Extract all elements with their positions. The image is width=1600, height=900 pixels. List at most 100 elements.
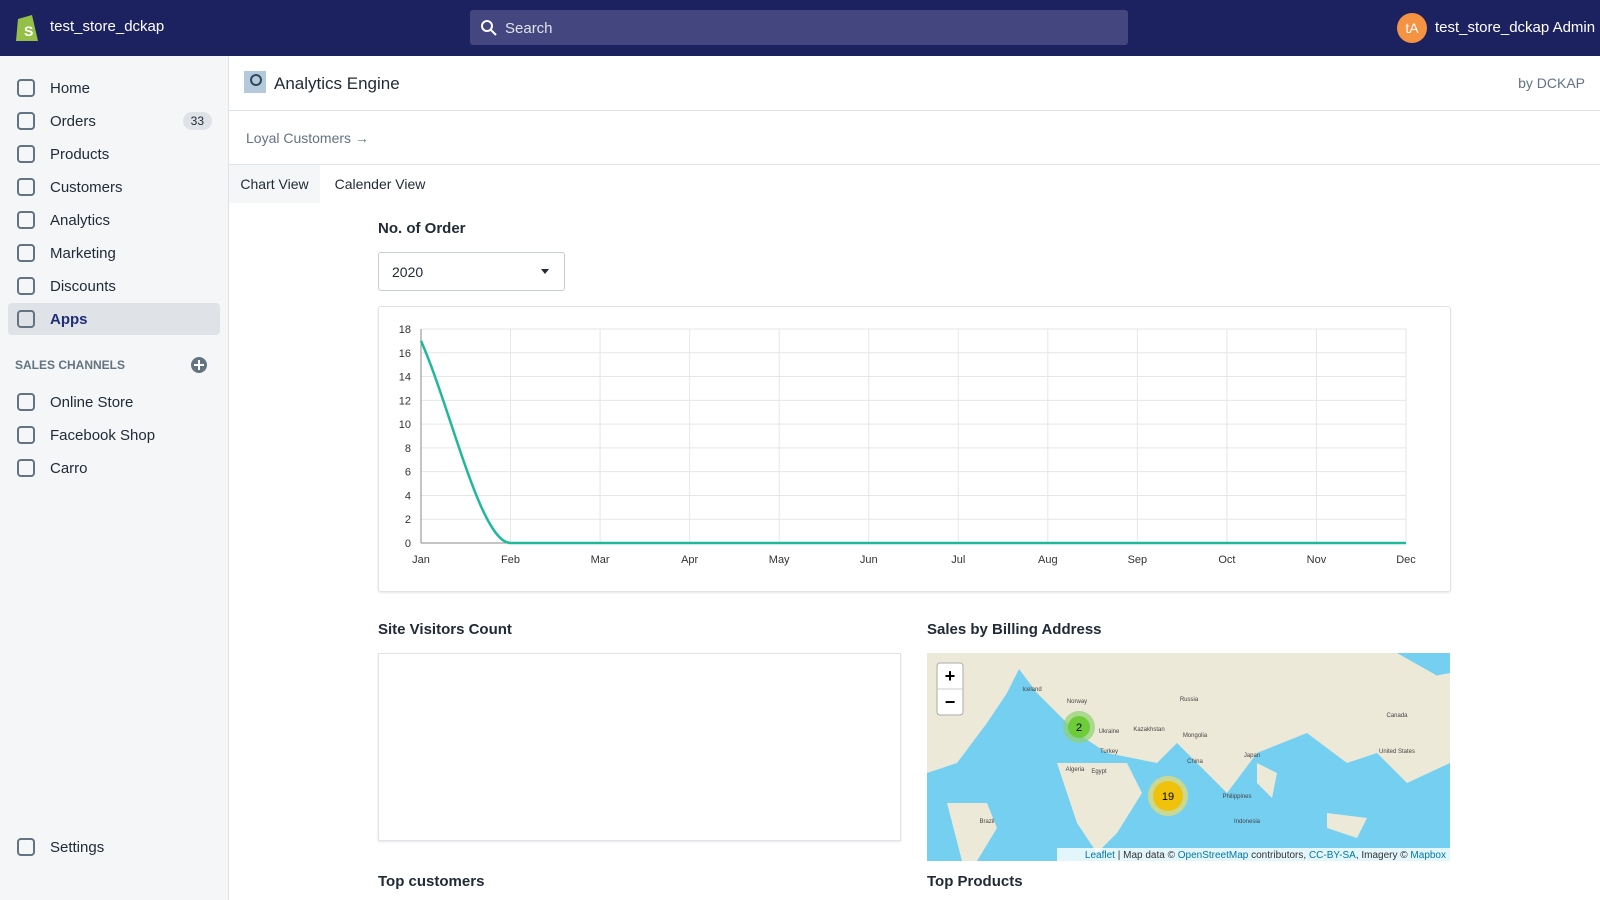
icon-shape (17, 393, 35, 411)
y-tick-label: 0 (405, 538, 411, 550)
y-tick-label: 18 (399, 324, 411, 336)
y-tick-label: 14 (399, 372, 411, 384)
zoom-in[interactable]: + (945, 666, 956, 686)
map-label: China (1187, 759, 1203, 765)
search-placeholder: Search (505, 20, 553, 37)
orders-title: No. of Order (378, 220, 466, 237)
nav-item[interactable]: Orders 33 (8, 105, 220, 137)
user-name[interactable]: test_store_dckap Admin (1435, 19, 1596, 36)
nav-item[interactable]: Apps (8, 303, 220, 335)
map-label: Philippines (1222, 794, 1251, 800)
app-title: Analytics Engine (274, 74, 400, 93)
breadcrumb[interactable]: Loyal Customers → (246, 130, 369, 146)
map-label: Brazil (979, 819, 994, 825)
attribution-part[interactable]: Leaflet (1085, 850, 1115, 861)
add-plus (194, 360, 204, 370)
map-label: Egypt (1091, 769, 1107, 775)
line-series (419, 340, 1406, 545)
x-tick-label: Jun (860, 554, 878, 566)
app-icon (244, 71, 266, 93)
x-tick-label: Dec (1396, 554, 1416, 566)
map-label: Iceland (1022, 687, 1041, 693)
attribution-part[interactable]: OpenStreetMap (1178, 850, 1249, 861)
y-tick-label: 2 (405, 514, 411, 526)
avatar[interactable]: tA (1397, 13, 1427, 43)
visitors-card (378, 653, 901, 841)
zoom-out[interactable]: − (945, 692, 956, 712)
top-customers-title: Top customers (378, 873, 485, 890)
map-label: Turkey (1100, 749, 1118, 755)
year-select[interactable]: 2020 (378, 252, 565, 291)
nav-icon (17, 426, 35, 444)
y-tick-label: 4 (405, 490, 411, 502)
x-tick-label: Sep (1128, 554, 1148, 566)
x-tick-label: Feb (501, 554, 520, 566)
nav-item[interactable]: Settings (8, 831, 220, 863)
cluster[interactable] (1153, 781, 1183, 811)
logo: S (16, 15, 38, 41)
nav-label: Apps (50, 310, 88, 328)
nav-icon (17, 310, 35, 328)
tab[interactable]: Calender View (334, 176, 426, 192)
nav-icon (17, 277, 35, 295)
nav-icon (17, 145, 35, 163)
top-products-title: Top Products (927, 873, 1023, 890)
map[interactable]: Russia Kazakhstan Mongolia China Japan Canada… (927, 653, 1450, 861)
y-tick-label: 10 (399, 419, 411, 431)
nav-badge: 33 (182, 112, 212, 130)
vendor: by DCKAP (1518, 75, 1585, 91)
channel-item[interactable]: Carro (8, 452, 220, 484)
attribution-part[interactable]: Mapbox (1410, 850, 1446, 861)
x-tick-label: Mar (591, 554, 610, 566)
icon-shape (17, 244, 35, 262)
icon-shape (17, 310, 35, 328)
nav-icon (17, 459, 35, 477)
y-tick-label: 12 (399, 395, 411, 407)
nav-label: Analytics (50, 211, 111, 229)
x-tick-label: Aug (1038, 554, 1058, 566)
attribution-part[interactable]: CC-BY-SA (1309, 850, 1356, 861)
x-tick-label: Nov (1307, 554, 1327, 566)
nav-item[interactable]: Home (8, 72, 220, 104)
channel-label: Carro (50, 459, 88, 477)
nav-icon (17, 393, 35, 411)
sidebar: Home Orders 33 Products Customers Analytics Ma… (0, 56, 229, 900)
x-tick-label: May (769, 554, 790, 566)
map-label: United States (1379, 749, 1415, 755)
map-canvas: Russia Kazakhstan Mongolia China Japan Canada… (927, 653, 1450, 861)
x-tick-label: Oct (1218, 554, 1235, 566)
map-label: Kazakhstan (1133, 727, 1164, 733)
add-channel[interactable] (190, 356, 208, 374)
nav-label: Settings (50, 838, 105, 856)
visitors-title: Site Visitors Count (378, 621, 512, 638)
icon-shape (17, 277, 35, 295)
map-label: Algeria (1066, 767, 1085, 773)
nav-item[interactable]: Products (8, 138, 220, 170)
nav-item[interactable]: Marketing (8, 237, 220, 269)
chart: 0 2 4 6 8 10 12 14 16 18 Jan Feb Mar Apr May Jun Jul Aug S… (399, 324, 1417, 566)
icon-shape (17, 145, 35, 163)
channel-label: Online Store (50, 393, 134, 411)
icon-shape (17, 211, 35, 229)
map-label: Japan (1244, 753, 1260, 759)
map-label: Ukraine (1099, 729, 1120, 735)
nav-label: Discounts (50, 277, 116, 295)
attribution-part: , Imagery © (1356, 850, 1411, 861)
map-title: Sales by Billing Address (927, 621, 1102, 638)
chart-card: 0 2 4 6 8 10 12 14 16 18 Jan Feb Mar Apr May Jun Jul Aug S… (378, 306, 1451, 592)
channel-item[interactable]: Facebook Shop (8, 419, 220, 451)
nav-icon (17, 244, 35, 262)
nav-item[interactable]: Analytics (8, 204, 220, 236)
channel-label: Facebook Shop (50, 426, 156, 444)
search-box[interactable]: Search (470, 10, 1128, 45)
nav-item[interactable]: Customers (8, 171, 220, 203)
channel-item[interactable]: Online Store (8, 386, 220, 418)
nav-icon (17, 211, 35, 229)
nav-item[interactable]: Discounts (8, 270, 220, 302)
map-label: Canada (1386, 713, 1408, 719)
tab[interactable]: Chart View (229, 165, 320, 203)
divider (229, 110, 1600, 111)
cluster[interactable] (1068, 716, 1090, 738)
x-tick-label: Jul (951, 554, 965, 566)
